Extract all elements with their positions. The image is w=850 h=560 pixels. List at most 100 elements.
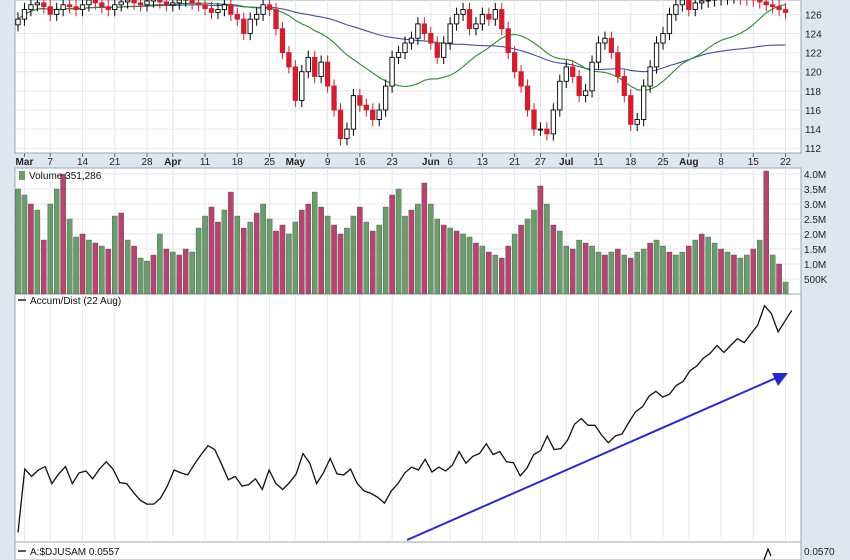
volume-bar bbox=[395, 188, 402, 295]
volume-bar bbox=[705, 236, 711, 295]
volume-bar bbox=[698, 233, 705, 295]
candle-body bbox=[137, 2, 144, 6]
candle-body bbox=[299, 71, 305, 101]
candle-body bbox=[241, 18, 247, 34]
candle-body bbox=[576, 76, 582, 97]
volume-bar bbox=[170, 251, 176, 295]
date-tick: 15 bbox=[748, 157, 760, 168]
volume-y-axis: 500K 1.0M 1.5M 2.0M 2.5M 3.0M 3.5M 4.0M bbox=[804, 170, 828, 286]
candle-body bbox=[370, 109, 376, 120]
volume-bar bbox=[550, 224, 557, 295]
candle-body bbox=[266, 4, 273, 11]
volume-bar bbox=[711, 242, 718, 295]
candle-body bbox=[312, 56, 318, 77]
price-panel bbox=[14, 0, 802, 154]
candle-body bbox=[421, 23, 427, 34]
volume-bar bbox=[305, 203, 311, 295]
date-tick: 16 bbox=[354, 157, 366, 168]
volume-bar bbox=[782, 281, 789, 295]
volume-bar bbox=[557, 230, 563, 295]
volume-bar bbox=[144, 260, 150, 295]
candle-body bbox=[92, 0, 99, 4]
date-tick: 18 bbox=[625, 157, 637, 168]
volume-bar bbox=[737, 257, 744, 295]
volume-bar bbox=[337, 233, 344, 295]
candle-body bbox=[170, 2, 176, 6]
comparison-panel bbox=[14, 541, 802, 560]
candle-body bbox=[131, 0, 137, 4]
volume-bar bbox=[299, 209, 305, 295]
price-y-tick: 124 bbox=[805, 29, 822, 40]
volume-y-tick: 3.0M bbox=[804, 200, 826, 211]
candle-body bbox=[550, 109, 557, 135]
date-tick: 11 bbox=[593, 157, 604, 168]
candle-body bbox=[563, 66, 569, 82]
candle-body bbox=[499, 9, 505, 30]
candle-body bbox=[15, 18, 21, 26]
candle-body bbox=[383, 85, 389, 111]
volume-bar bbox=[576, 239, 582, 295]
volume-bar bbox=[350, 215, 357, 295]
volume-y-tick: 4.0M bbox=[804, 170, 826, 181]
candle-body bbox=[79, 4, 86, 11]
candle-body bbox=[292, 66, 298, 101]
candle-body bbox=[763, 1, 769, 6]
volume-bar bbox=[28, 203, 34, 295]
volume-bars bbox=[15, 170, 789, 295]
volume-bar bbox=[150, 254, 157, 295]
candle-body bbox=[124, 0, 131, 3]
trend-arrow bbox=[406, 373, 788, 541]
candle-body bbox=[589, 61, 595, 92]
volume-bar bbox=[124, 239, 131, 295]
date-tick: 13 bbox=[477, 157, 489, 168]
volume-bar bbox=[776, 263, 782, 295]
candle-body bbox=[402, 42, 408, 54]
volume-y-tick: 500K bbox=[804, 275, 828, 286]
volume-y-tick: 1.5M bbox=[804, 245, 826, 256]
candle-body bbox=[99, 2, 105, 8]
ma-short-line bbox=[17, 2, 786, 91]
volume-bar bbox=[569, 248, 576, 295]
candle-body bbox=[234, 13, 240, 20]
price-y-tick: 118 bbox=[805, 87, 821, 98]
volume-bar bbox=[511, 233, 518, 295]
ma-long-line bbox=[17, 4, 786, 73]
candle-body bbox=[28, 4, 34, 11]
candle-body bbox=[305, 56, 311, 73]
volume-bar bbox=[202, 215, 208, 295]
candle-body bbox=[479, 13, 486, 25]
volume-bar bbox=[47, 203, 54, 295]
volume-bar bbox=[112, 215, 118, 295]
candle-body bbox=[260, 4, 266, 15]
volume-bar bbox=[563, 245, 570, 295]
date-tick: Jun bbox=[422, 157, 440, 168]
volume-bar bbox=[260, 203, 266, 295]
volume-bar bbox=[440, 224, 447, 295]
candle-body bbox=[770, 4, 776, 8]
comparison-legend: A:$DJUSAM 0.0557 0.0570 bbox=[18, 547, 835, 560]
volume-legend-label: Volume 351,286 bbox=[29, 171, 102, 182]
candle-body bbox=[615, 52, 621, 77]
candle-body bbox=[512, 52, 518, 73]
candle-body bbox=[105, 6, 111, 11]
date-tick: 25 bbox=[657, 157, 669, 168]
candle-body bbox=[557, 80, 563, 111]
price-y-tick: 114 bbox=[805, 125, 821, 136]
price-y-tick: 120 bbox=[805, 68, 822, 79]
volume-bar bbox=[331, 224, 337, 295]
volume-bar bbox=[434, 218, 440, 295]
volume-bar bbox=[389, 194, 395, 295]
volume-bar bbox=[582, 242, 589, 295]
volume-bar bbox=[311, 191, 318, 295]
volume-bar bbox=[402, 215, 408, 295]
volume-bar bbox=[215, 221, 221, 295]
candle-body bbox=[21, 9, 28, 20]
candle-body bbox=[428, 33, 434, 44]
candle-body bbox=[331, 85, 337, 111]
volume-bar bbox=[744, 254, 750, 295]
candle-body bbox=[337, 109, 344, 140]
volume-bar bbox=[544, 203, 550, 295]
candle-body bbox=[54, 9, 60, 15]
date-tick: Aug bbox=[679, 157, 698, 168]
price-y-axis: 112 114 116 118 120 122 124 126 bbox=[805, 10, 822, 155]
